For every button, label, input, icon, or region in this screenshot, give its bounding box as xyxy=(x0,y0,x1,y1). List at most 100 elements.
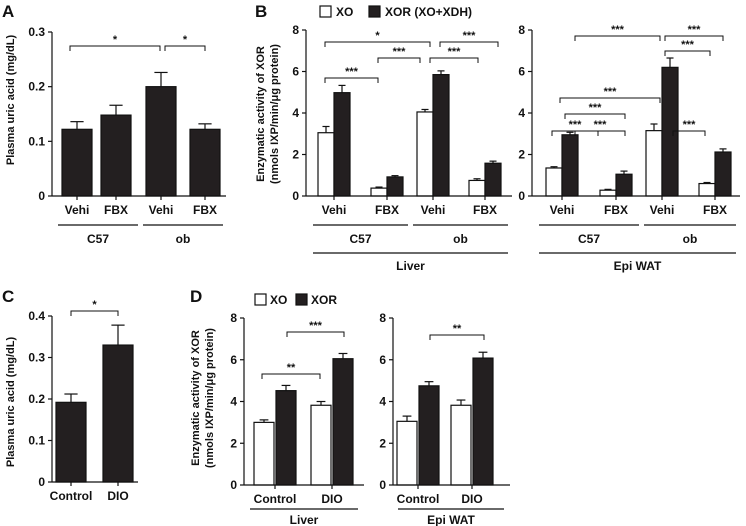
panel-c-ytick-label-4: 0.4 xyxy=(28,309,45,323)
panel-a-bar-3 xyxy=(189,128,221,197)
panel-b-epi-tissue: Epi WAT xyxy=(614,259,662,273)
panel-b-epi-sig-0-label: *** xyxy=(611,24,625,36)
panel-b-epi-xor-bar-1 xyxy=(615,173,633,197)
panel-c-bar-0 xyxy=(55,401,87,483)
panel-b-liver-xo-bar-0 xyxy=(317,132,335,197)
panel-d-epi-ytick-label-1: 2 xyxy=(379,436,386,450)
panel-b-liver-group-0: C57 xyxy=(349,232,371,246)
panel-d-liver-xor-bar-0 xyxy=(275,390,297,486)
panel-d-liver-cat-0: Control xyxy=(254,492,297,506)
panel-b-liver-cat-3: FBX xyxy=(473,203,497,217)
legend-d-xor-label: XOR xyxy=(311,293,337,307)
panel-b-liver-xor-bar-3 xyxy=(484,162,502,197)
panel-b-epi-sig-3-label: *** xyxy=(604,86,618,98)
panel-b-liver-sig-4-label: *** xyxy=(463,30,477,42)
panel-d-liver-ytick-label-3: 6 xyxy=(230,353,237,367)
panel-a-label: A xyxy=(2,2,14,21)
panel-c-ytick-label-1: 0.1 xyxy=(28,434,45,448)
panel-b-liver-cat-0: Vehi xyxy=(322,203,347,217)
panel-d-liver-sig-0 xyxy=(261,373,321,379)
panel-b-liver-xo-bar-3 xyxy=(468,179,486,197)
legend-b-xor-label: XOR (XO+XDH) xyxy=(385,5,472,19)
panel-b-liver-sig-1 xyxy=(324,77,379,83)
panel-d-liver-cat-1: DIO xyxy=(321,492,342,506)
panel-d-liver-sig-1-label: *** xyxy=(309,320,323,332)
panel-b-epi-xor-bar-2 xyxy=(661,66,679,197)
panel-b-epi-sig-4 xyxy=(564,113,626,119)
panel-a-ytick-label-0: 0 xyxy=(38,189,45,203)
panel-b-epi-ytick-label-1: 2 xyxy=(518,148,525,162)
panel-b-liver-xo-bar-1 xyxy=(370,187,388,197)
panel-d-epi-cat-1: DIO xyxy=(461,492,482,506)
panel-b-epi-sig-7 xyxy=(672,130,706,136)
panel-d-epi-ytick-label-2: 4 xyxy=(379,395,386,409)
panel-d-epi-xor-bar-0 xyxy=(418,385,440,486)
panel-d-liver-sig-0-label: ** xyxy=(287,362,296,374)
panel-d-epi-sig-0-label: ** xyxy=(453,323,462,335)
panel-b-epi-xo-bar-3 xyxy=(698,182,716,197)
panel-b-epi-group-1: ob xyxy=(683,232,698,246)
panel-b-epi-sig-3 xyxy=(559,97,661,103)
panel-d-epi-ytick-label-4: 8 xyxy=(379,311,386,325)
panel-a-ytick-label-3: 0.3 xyxy=(28,25,45,39)
panel-b-liver-cat-1: FBX xyxy=(375,203,399,217)
panel-d-epi-ytick-label-3: 6 xyxy=(379,353,386,367)
panel-b-epi-cat-1: FBX xyxy=(604,203,628,217)
panel-b-epi-cat-3: FBX xyxy=(703,203,727,217)
panel-a-bar-2 xyxy=(145,86,177,197)
panel-b-epi-sig-2-label: *** xyxy=(681,39,695,51)
panel-d-liver-xo-bar-0 xyxy=(253,421,275,486)
panel-b-epi-ytick-label-2: 4 xyxy=(518,106,525,120)
panel-c-ytick-label-3: 0.3 xyxy=(28,351,45,365)
panel-b-liver-sig-0 xyxy=(324,41,431,47)
panel-b-liver-ytick-label-1: 2 xyxy=(292,148,299,162)
legend-d-xor-swatch xyxy=(295,293,308,306)
panel-b-liver-xor-bar-0 xyxy=(333,92,351,197)
panel-b-epi-ytick-label-4: 8 xyxy=(518,23,525,37)
panel-b-epi-xo-bar-2 xyxy=(645,130,663,197)
panel-b-liver-xo-bar-2 xyxy=(416,111,434,197)
panel-c-ylabel: Plasma uric acid (mg/dL) xyxy=(5,337,17,468)
panel-b-liver-sig-2-label: *** xyxy=(393,46,407,58)
panel-a-sig-1 xyxy=(164,45,206,51)
panel-b-epi-sig-1 xyxy=(664,35,724,41)
panel-c-sig-0-label: * xyxy=(92,299,97,311)
panel-a-ytick-label-1: 0.1 xyxy=(28,134,45,148)
legend-b-xo-swatch xyxy=(319,5,332,18)
panel-b-liver-sig-0-label: * xyxy=(375,30,380,42)
panel-b-liver-ytick-label-0: 0 xyxy=(292,189,299,203)
panel-b-epi-sig-6 xyxy=(551,130,599,136)
panel-a-group-1: ob xyxy=(176,232,191,246)
panel-a-ylabel: Plasma uric acid (mg/dL) xyxy=(5,35,17,166)
panel-d-label: D xyxy=(190,287,202,306)
panel-a-cat-2: Vehi xyxy=(149,203,174,217)
panel-d-ylabel-line2: (nmols IXP/min/μg protein) xyxy=(204,328,216,468)
panel-b-epi-xo-bar-1 xyxy=(599,189,617,197)
panel-a-bar-1 xyxy=(100,114,132,197)
panel-d-epi-cat-0: Control xyxy=(397,492,440,506)
panel-b-epi-sig-2 xyxy=(664,50,711,56)
panel-d-liver-ytick-label-0: 0 xyxy=(230,478,237,492)
panel-a-cat-3: FBX xyxy=(193,203,217,217)
panel-b-epi-sig-5 xyxy=(574,130,626,136)
legend-b-xor-swatch xyxy=(368,5,381,18)
panel-b-ylabel-line1: Enzymatic activity of XOR xyxy=(255,46,267,182)
panel-d-epi-tissue: Epi WAT xyxy=(427,513,475,526)
panel-d-liver-ytick-label-4: 8 xyxy=(230,311,237,325)
panel-b-liver-sig-4 xyxy=(439,41,499,47)
panel-d-epi-xor-bar-1 xyxy=(472,357,494,486)
panel-d-liver-ytick-label-1: 2 xyxy=(230,436,237,450)
panel-b-epi-xor-bar-0 xyxy=(561,134,579,197)
panel-b-liver-sig-3 xyxy=(429,57,479,63)
panel-b-liver-xor-bar-2 xyxy=(432,74,450,197)
panel-b-liver-xor-bar-1 xyxy=(386,176,404,197)
panel-a-cat-0: Vehi xyxy=(65,203,90,217)
panel-d-epi-xo-bar-1 xyxy=(450,404,472,486)
legend-d-xo-label: XO xyxy=(270,293,287,307)
panel-b-liver-sig-2 xyxy=(377,57,421,63)
legend-b-xo-label: XO xyxy=(336,5,353,19)
panel-b-liver-ytick-label-2: 4 xyxy=(292,106,299,120)
panel-b-epi-ytick-label-3: 6 xyxy=(518,65,525,79)
panel-b-liver-tissue: Liver xyxy=(396,259,425,273)
panel-d-epi-sig-0 xyxy=(429,334,485,340)
